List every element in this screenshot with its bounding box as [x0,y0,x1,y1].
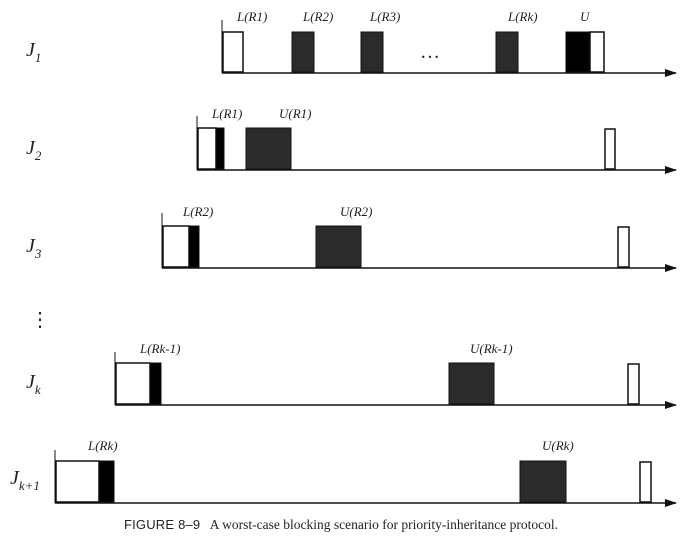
execution-block-jk-plus-1 [55,460,100,503]
label-lock-r2: L(R2) [182,204,213,219]
horizontal-ellipsis: … [420,41,440,63]
timeline-jk: Jk L(Rk-1) U(Rk-1) [26,341,677,409]
execution-block-j1 [222,31,244,73]
critical-section-r2-j3 [315,225,362,268]
execution-block-jk [115,362,151,405]
label-lock-r1: L(R1) [211,106,242,121]
figure-number: FIGURE 8–9 [123,517,201,532]
critical-section-r1-j2 [245,127,292,170]
label-unlock-rk-1: U(Rk-1) [470,341,513,356]
inherited-execution-block-j2 [215,127,225,170]
job-label-j3: J3 [26,235,42,261]
inherited-execution-block-j3 [188,225,200,268]
figure-caption: FIGURE 8–9 A worst-case blocking scenari… [0,517,682,533]
critical-section-r3-j1 [360,31,384,73]
job-label-j2: J2 [26,137,42,163]
inherited-execution-block-j1 [565,31,591,73]
label-unlock: U [580,9,591,24]
critical-section-rk-late-jk-plus-1 [519,460,567,503]
timeline-jk-plus-1: Jk+1 L(Rk) U(Rk) [10,438,677,507]
label-lock-r3: L(R3) [369,9,400,24]
job-label-jk: Jk [26,371,41,397]
completion-block-jk-plus-1 [639,461,652,503]
label-lock-r2: L(R2) [302,9,333,24]
figure-caption-text: A worst-case blocking scenario for prior… [209,517,559,532]
execution-block-j2 [197,127,217,170]
blocking-timeline-diagram: J1 L(R1) L(R2) L(R3) L(Rk) U … J2 L(R1) … [10,9,677,507]
critical-section-r2-j1 [291,31,315,73]
label-lock-r1: L(R1) [236,9,267,24]
label-lock-rk: L(Rk) [87,438,118,453]
completion-block-j3 [617,226,630,268]
label-unlock-r2: U(R2) [340,204,373,219]
timeline-j1: J1 L(R1) L(R2) L(R3) L(Rk) U … [26,9,677,77]
job-label-j1: J1 [26,39,41,65]
critical-section-rk-j1 [495,31,519,73]
timeline-j3: J3 L(R2) U(R2) [26,204,677,272]
critical-section-rk-jk-plus-1 [98,460,115,503]
vertical-ellipsis: ⋮ [30,309,50,331]
completion-block-j2 [604,128,616,170]
timeline-j2: J2 L(R1) U(R1) [26,106,677,174]
execution-block-j3 [162,225,190,268]
job-label-jk-plus-1: Jk+1 [10,467,40,493]
completion-block-jk [627,363,640,405]
label-lock-rk: L(Rk) [507,9,538,24]
label-unlock-rk: U(Rk) [542,438,574,453]
completion-block-j1 [589,31,605,73]
label-lock-rk-1: L(Rk-1) [139,341,180,356]
inherited-execution-block-jk [149,362,162,405]
label-unlock-r1: U(R1) [279,106,312,121]
critical-section-rk-1-jk [448,362,495,405]
